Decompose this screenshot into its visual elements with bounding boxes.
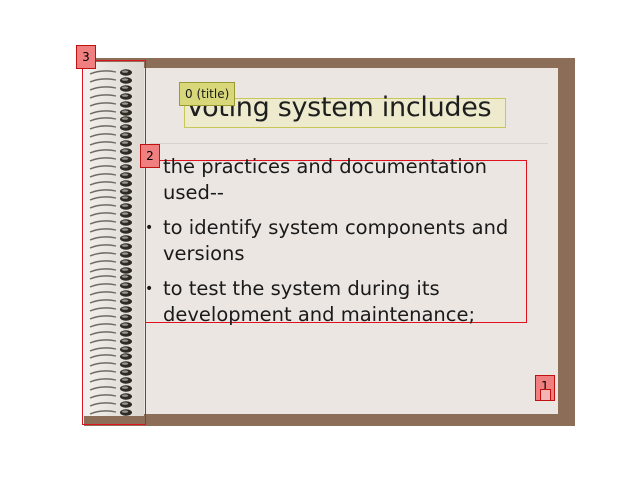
spiral-ring-icon (88, 202, 138, 211)
spiral-ring-icon (88, 360, 138, 369)
bullet-item: • to identify system components and vers… (145, 215, 525, 267)
spiral-ring-icon (88, 147, 138, 156)
spiral-ring-icon (88, 163, 138, 172)
spiral-ring-icon (88, 234, 138, 243)
bullet-text: the practices and documentation used-- (163, 155, 487, 204)
page-icon[interactable] (540, 389, 551, 401)
spiral-ring-icon (88, 84, 138, 93)
spiral-ring-icon (88, 313, 138, 322)
slide-paper (112, 68, 558, 414)
spiral-ring-icon (88, 242, 138, 251)
spiral-ring-icon (88, 400, 138, 409)
body-annotation-label: 2 (140, 144, 160, 168)
spiral-ring-icon (88, 226, 138, 235)
spiral-ring-icon (88, 108, 138, 117)
spiral-ring-icon (88, 337, 138, 346)
spiral-ring-icon (88, 68, 138, 77)
bullet-dot-icon: • (145, 220, 154, 236)
spiral-ring-icon (88, 258, 138, 267)
spiral-ring-icon (88, 194, 138, 203)
spiral-ring-icon (88, 289, 138, 298)
spiral-ring-icon (88, 210, 138, 219)
spiral-ring-icon (88, 329, 138, 338)
bullet-item: • the practices and documentation used-- (145, 154, 525, 206)
spiral-ring-icon (88, 139, 138, 148)
spiral-ring-icon (88, 281, 138, 290)
spiral-binding (84, 62, 144, 416)
spiral-ring-icon (88, 100, 138, 109)
spiral-ring-icon (88, 408, 138, 417)
spiral-ring-icon (88, 92, 138, 101)
spiral-ring-icon (88, 115, 138, 124)
bullet-item: • to test the system during its developm… (145, 276, 525, 328)
spiral-ring-icon (88, 384, 138, 393)
bullet-text: to identify system components and versio… (163, 216, 509, 265)
bullet-text: to test the system during its developmen… (163, 277, 476, 326)
slide-title[interactable]: Voting system includes (186, 92, 492, 123)
spiral-ring-icon (88, 273, 138, 282)
binding-annotation-label: 3 (76, 45, 96, 69)
spiral-ring-icon (88, 345, 138, 354)
spiral-ring-icon (88, 187, 138, 196)
binding-annotation-box (82, 60, 146, 425)
title-placeholder-box[interactable] (184, 98, 506, 128)
spiral-ring-icon (88, 123, 138, 132)
spiral-ring-icon (88, 179, 138, 188)
spiral-ring-icon (88, 266, 138, 275)
spiral-ring-icon (88, 155, 138, 164)
spiral-ring-icon (88, 218, 138, 227)
spiral-ring-icon (88, 76, 138, 85)
spiral-ring-icon (88, 250, 138, 259)
bullet-dot-icon: • (145, 281, 154, 297)
spiral-ring-icon (88, 171, 138, 180)
spiral-ring-icon (88, 352, 138, 361)
bullet-list: • the practices and documentation used--… (145, 154, 525, 337)
spiral-ring-icon (88, 297, 138, 306)
spiral-ring-icon (88, 131, 138, 140)
title-divider (150, 143, 548, 144)
spiral-ring-icon (88, 321, 138, 330)
spiral-ring-icon (88, 392, 138, 401)
spiral-ring-icon (88, 376, 138, 385)
spiral-ring-icon (88, 368, 138, 377)
title-annotation-label: 0 (title) (179, 82, 236, 106)
spiral-ring-icon (88, 305, 138, 314)
